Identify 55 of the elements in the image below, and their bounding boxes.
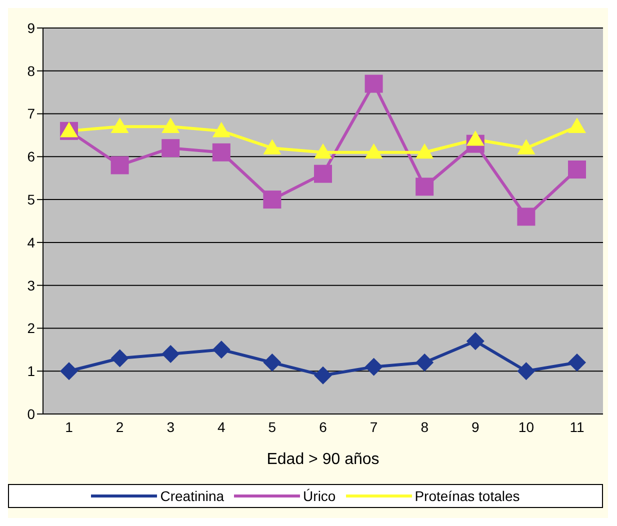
point: [162, 139, 180, 158]
y-tick-label: 1: [27, 363, 36, 380]
x-tick-label: 10: [518, 418, 534, 435]
point: [568, 354, 586, 372]
x-tick-label: 2: [116, 418, 124, 435]
y-tick-label: 6: [27, 148, 36, 165]
point: [416, 178, 434, 196]
point: [416, 143, 434, 159]
y-tick-label: 3: [27, 277, 36, 294]
x-tick-label: 3: [166, 418, 175, 435]
point: [517, 139, 536, 154]
point: [110, 349, 129, 368]
point: [314, 143, 332, 159]
point: [314, 366, 332, 384]
point: [263, 354, 282, 372]
legend-label: Proteínas totales: [414, 488, 520, 504]
point: [60, 362, 78, 380]
point: [364, 143, 383, 159]
x-tick-label: 1: [65, 418, 74, 435]
point: [568, 160, 586, 179]
point: [212, 143, 230, 162]
y-tick-label: 0: [27, 406, 36, 422]
point: [517, 362, 536, 380]
point: [466, 130, 484, 146]
point: [314, 164, 332, 183]
x-tick-label: 4: [218, 418, 226, 435]
y-tick-label: 7: [27, 106, 36, 122]
point: [212, 122, 230, 138]
point: [162, 118, 180, 133]
x-tick-label: 7: [370, 418, 378, 435]
point: [364, 358, 383, 376]
y-tick-label: 9: [27, 20, 36, 36]
point: [416, 354, 434, 372]
y-tick-label: 4: [27, 234, 36, 250]
point: [466, 332, 484, 350]
x-tick-label: 9: [472, 418, 480, 435]
point: [162, 344, 180, 363]
y-tick-label: 8: [27, 62, 36, 79]
x-tick-label: 5: [268, 418, 276, 435]
point: [212, 340, 230, 359]
x-tick-label: 8: [420, 418, 429, 435]
point: [263, 139, 282, 154]
x-tick-label: 6: [319, 418, 328, 435]
x-axis-title: Edad > 90 años: [266, 451, 380, 468]
point: [517, 208, 536, 226]
point: [110, 118, 129, 133]
point: [364, 74, 383, 93]
point: [110, 156, 129, 174]
legend-label: Creatinina: [160, 488, 224, 504]
point: [568, 118, 586, 133]
x-tick-label: 11: [570, 418, 584, 435]
point: [263, 190, 282, 209]
y-tick-label: 5: [27, 192, 36, 208]
legend-label: Úrico: [303, 488, 336, 504]
y-tick-label: 2: [27, 320, 36, 336]
